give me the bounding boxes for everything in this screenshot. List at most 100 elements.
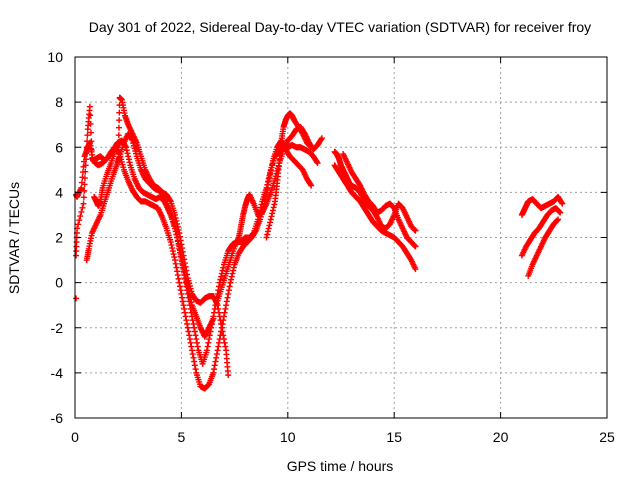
data-point <box>221 339 228 346</box>
data-points <box>73 94 566 392</box>
data-point <box>412 227 419 234</box>
data-point <box>193 336 200 343</box>
data-point <box>313 158 320 165</box>
x-tick-label: 25 <box>599 429 615 445</box>
data-point <box>219 328 226 335</box>
data-point <box>168 242 175 249</box>
data-point <box>230 264 237 271</box>
data-point <box>123 147 130 154</box>
data-point <box>219 267 226 274</box>
data-point <box>269 161 276 168</box>
data-point <box>204 343 211 350</box>
data-point <box>115 132 122 139</box>
data-point <box>182 313 189 320</box>
data-point <box>184 284 191 291</box>
y-tick-label: -2 <box>51 320 64 336</box>
data-point <box>264 181 271 188</box>
data-point <box>411 242 418 249</box>
data-point <box>229 270 236 277</box>
data-point <box>186 290 193 297</box>
data-point <box>217 317 224 324</box>
data-point <box>558 199 565 206</box>
data-point <box>213 351 220 358</box>
data-point <box>87 120 94 127</box>
data-point <box>228 273 235 280</box>
y-tick-label: 10 <box>47 49 63 65</box>
series-track-j <box>518 193 566 218</box>
data-point <box>125 153 132 160</box>
data-point <box>75 221 82 228</box>
data-point <box>217 276 224 283</box>
data-point <box>186 336 193 343</box>
data-point <box>172 225 179 232</box>
y-axis-label: SDTVAR / TECUs <box>6 182 22 294</box>
data-point <box>82 168 89 175</box>
data-point <box>186 293 193 300</box>
data-point <box>318 136 325 143</box>
data-point <box>176 243 183 250</box>
data-point <box>223 302 230 309</box>
data-point <box>78 184 85 191</box>
data-point <box>215 339 222 346</box>
data-point <box>190 320 197 327</box>
data-point <box>191 324 198 331</box>
data-point <box>82 156 89 163</box>
data-point <box>181 305 188 312</box>
data-point <box>192 366 199 373</box>
data-point <box>176 279 183 286</box>
data-point <box>126 159 133 166</box>
data-point <box>212 358 219 365</box>
data-point <box>230 267 237 274</box>
data-point <box>191 358 198 365</box>
series-track-h <box>331 162 419 273</box>
data-point <box>555 216 562 223</box>
data-point <box>81 187 88 194</box>
data-point <box>266 222 273 229</box>
data-point <box>213 354 220 361</box>
data-point <box>171 254 178 261</box>
data-point <box>83 144 90 151</box>
x-tick-labels: 0 5 10 15 20 25 <box>71 429 615 445</box>
data-point <box>211 366 218 373</box>
data-point <box>220 264 227 271</box>
data-point <box>318 135 325 142</box>
data-point <box>187 339 194 346</box>
data-point <box>178 290 185 297</box>
data-point <box>184 324 191 331</box>
data-point <box>265 178 272 185</box>
data-point <box>557 209 564 216</box>
data-point <box>223 298 230 305</box>
data-point <box>215 309 222 316</box>
data-point <box>87 129 94 136</box>
data-point <box>411 226 418 233</box>
series-track-m <box>73 295 80 302</box>
data-point <box>177 251 184 258</box>
data-point <box>226 283 233 290</box>
data-point <box>88 146 95 153</box>
data-point <box>271 201 278 208</box>
data-point <box>181 269 188 276</box>
y-tick-label: 4 <box>55 184 63 200</box>
data-point <box>215 305 222 312</box>
data-point <box>220 332 227 339</box>
x-tick-label: 15 <box>386 429 402 445</box>
data-point <box>179 262 186 269</box>
data-point <box>252 228 259 235</box>
data-point <box>83 150 90 157</box>
data-point <box>222 305 229 312</box>
data-point <box>210 369 217 376</box>
data-point <box>264 231 271 238</box>
data-point <box>78 208 85 215</box>
y-tick-label: 6 <box>55 139 63 155</box>
data-point <box>556 208 563 215</box>
data-point <box>172 260 179 267</box>
data-point <box>216 313 223 320</box>
data-point <box>206 336 213 343</box>
data-point <box>184 281 191 288</box>
x-tick-label: 10 <box>280 429 296 445</box>
data-point <box>173 231 180 238</box>
data-point <box>172 257 179 264</box>
data-point <box>176 247 183 254</box>
data-point <box>80 200 87 207</box>
data-point <box>172 228 179 235</box>
